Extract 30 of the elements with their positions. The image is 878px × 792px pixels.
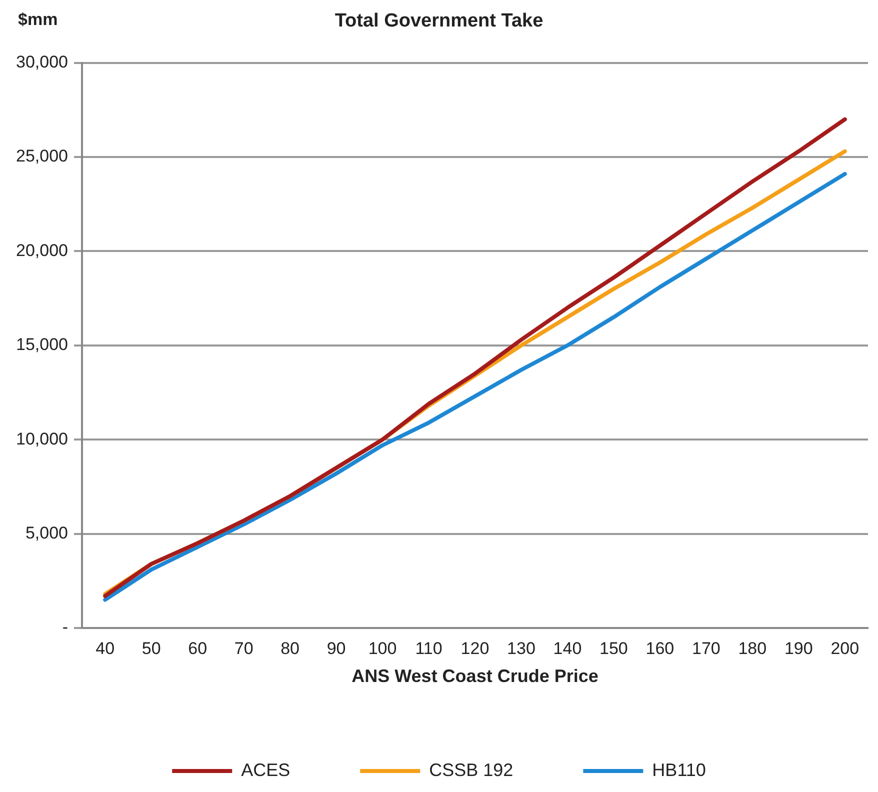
x-tick-label: 130: [507, 638, 536, 658]
x-tick-label: 200: [830, 638, 860, 658]
x-tick-label: 150: [600, 638, 628, 658]
x-tick-label: 70: [234, 638, 254, 658]
chart-title: Total Government Take: [334, 10, 544, 32]
y-tick-label: 30,000: [16, 52, 68, 72]
x-tick-label: 60: [188, 638, 208, 658]
y-tick-label: 10,000: [16, 429, 68, 448]
legend-label: ACES: [241, 760, 290, 780]
y-tick-label: -: [62, 618, 68, 637]
x-tick-label: 140: [553, 638, 582, 658]
x-tick-label: 90: [326, 638, 346, 658]
x-tick-label: 120: [460, 638, 490, 658]
legend-label: HB110: [652, 760, 706, 780]
x-tick-label: 170: [692, 638, 720, 658]
x-tick-label: 180: [738, 638, 767, 658]
x-tick-label: 100: [368, 638, 397, 658]
x-tick-label: 110: [415, 638, 442, 658]
y-tick-label: 15,000: [16, 335, 68, 354]
x-tick-label: 50: [142, 638, 161, 658]
y-axis-title: $mm: [18, 10, 58, 30]
x-tick-label: 80: [280, 638, 300, 658]
x-tick-label: 40: [96, 638, 115, 658]
x-tick-label: 190: [784, 638, 813, 658]
x-tick-label: 160: [646, 638, 674, 658]
y-tick-label: 5,000: [25, 523, 68, 542]
legend-label: CSSB 192: [429, 760, 514, 780]
y-tick-label: 20,000: [16, 240, 68, 260]
y-tick-label: 25,000: [16, 146, 68, 166]
x-axis-title: ANS West Coast Crude Price: [352, 666, 598, 686]
